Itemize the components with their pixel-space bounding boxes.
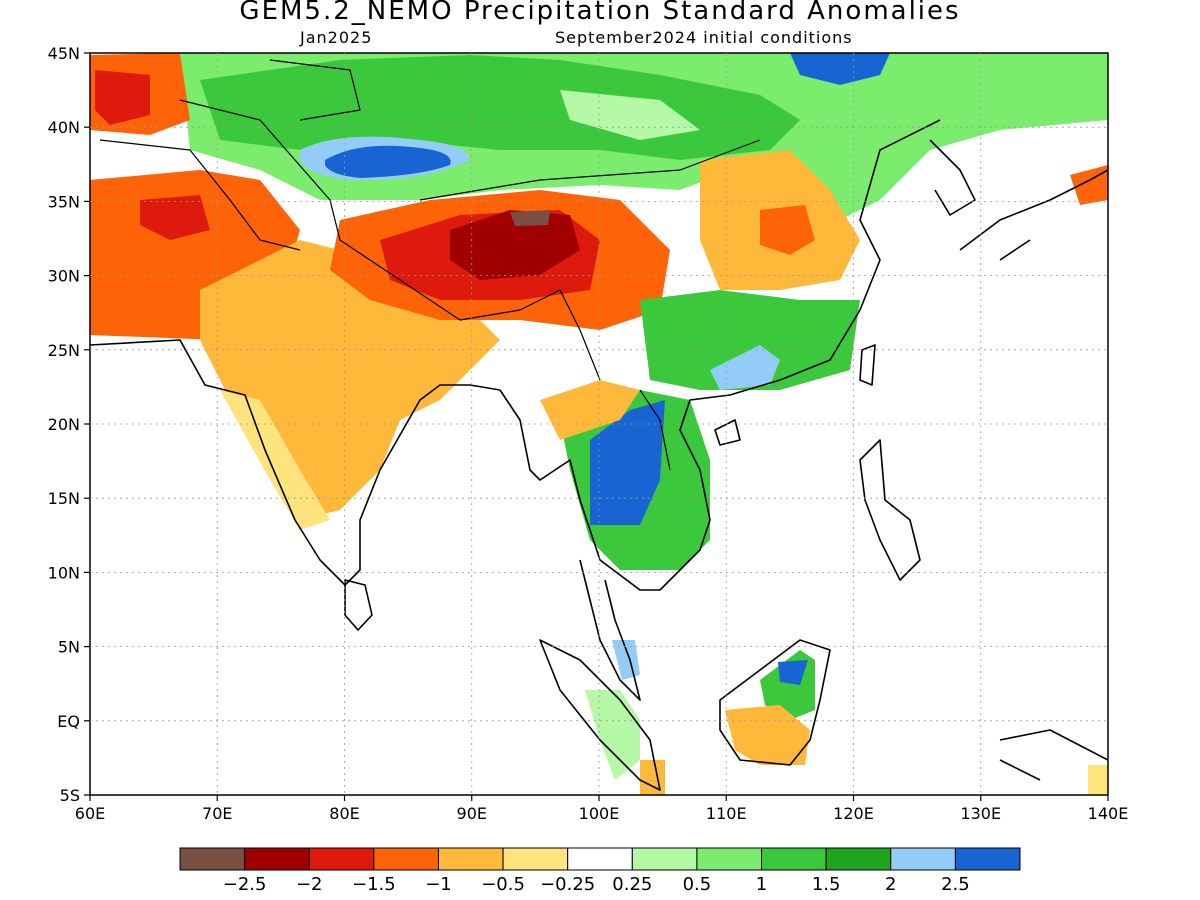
coastline-philippines [859,439,921,581]
strong-positive-borneo [778,660,808,685]
x-tick-label: 60E [75,804,105,823]
x-tick-label: 80E [329,804,359,823]
coastline-borneo [719,639,831,766]
colorbar-label: 0.25 [612,874,652,895]
colorbar-swatch [954,847,1021,871]
negative-anomaly-java [640,760,665,795]
colorbar-swatch [244,847,310,871]
colorbar-swatch [437,847,504,871]
x-tick-label: 140E [1088,804,1129,823]
y-tick-label: EQ [57,712,80,731]
colorbar-label: 2.5 [941,874,970,895]
colorbar-label: 2 [885,874,896,895]
coastlines [90,59,1108,791]
y-tick-label: 5N [58,638,80,657]
colorbar-swatch [696,847,763,871]
colorbar-swatch [890,847,956,871]
chart-title: GEM5.2_NEMO Precipitation Standard Anoma… [239,0,961,26]
grid-lines [90,53,1108,795]
colorbar-swatch [308,847,375,871]
colorbar-label: −2 [296,874,323,895]
coastline-malay-peninsula [579,559,641,701]
coastline-indochina [499,119,941,591]
y-tick-label: 25N [48,341,80,360]
weak-negative-myanmar [540,380,640,440]
y-tick-label: 35N [48,192,80,211]
very-strong-negative-tibet [450,210,580,280]
x-tick-label: 100E [579,804,620,823]
forecast-month: Jan2025 [300,28,373,47]
anomaly-field [90,53,1108,795]
coastline-sumatra [539,639,661,791]
colorbar-label: 0.5 [683,874,712,895]
y-tick-label: 45N [48,44,80,63]
weak-negative-india [220,390,330,530]
colorbar-swatch [373,847,439,871]
x-tick-label: 110E [706,804,747,823]
coastline-korea [929,139,976,216]
negative-anomaly-east-edge [1088,765,1108,795]
strong-positive-northeast [790,53,890,85]
strong-positive-indochina [590,400,665,525]
colorbar-swatch [179,847,246,871]
y-tick-label: 20N [48,415,80,434]
x-tick-label: 90E [457,804,487,823]
y-tick-label: 15N [48,489,80,508]
y-tick-label: 30N [48,267,80,286]
y-tick-label: 10N [48,563,80,582]
negative-core-iran [140,195,210,240]
x-tick-label: 120E [833,804,874,823]
colorbar-label: −0.25 [540,874,595,895]
x-tick-label: 130E [960,804,1001,823]
positive-anomaly-south-china [640,290,860,390]
coastline-japan [959,169,1108,261]
colorbar-swatch [567,847,633,871]
extreme-negative-tibet [510,210,550,226]
colorbar-label: −0.5 [481,874,525,895]
negative-anomaly-japan [1070,165,1108,205]
positive-anomaly-sumatra [585,690,640,780]
strong-positive-south-china [710,345,780,390]
colorbar-swatch [631,847,698,871]
weak-positive-light [560,90,700,140]
colorbar-label: 1.5 [812,874,841,895]
x-axis: 60E 70E 80E 90E 100E 110E 120E 130E 140E [75,795,1129,823]
y-tick-label: 40N [48,118,80,137]
strong-positive-kazakhstan-core [325,145,451,178]
colorbar [179,847,1021,871]
coastline-taiwan [859,344,876,386]
colorbar-label: −1 [425,874,452,895]
colorbar-swatch [761,847,827,871]
negative-core-northwest [95,70,150,125]
negative-anomaly-borneo [725,705,810,765]
initial-conditions: September2024 initial conditions [555,28,853,47]
colorbar-labels: −2.5 −2 −1.5 −1 −0.5 −0.25 0.25 0.5 1 1.5 2 2.5 [223,874,970,895]
coastline-sri-lanka [344,579,373,631]
x-tick-label: 70E [202,804,232,823]
colorbar-label: −1.5 [352,874,396,895]
y-axis: 45N 40N 35N 30N 25N 20N 15N 10N 5N EQ 5S [48,44,90,805]
colorbar-label: 1 [756,874,767,895]
colorbar-label: −2.5 [223,874,267,895]
coastline-hainan [714,419,741,446]
y-tick-label: 5S [60,786,80,805]
border-countries [99,59,761,471]
colorbar-swatch [502,847,569,871]
colorbar-swatch [825,847,892,871]
moderate-negative-east-china [760,205,815,255]
coastline-new-guinea [999,729,1108,781]
